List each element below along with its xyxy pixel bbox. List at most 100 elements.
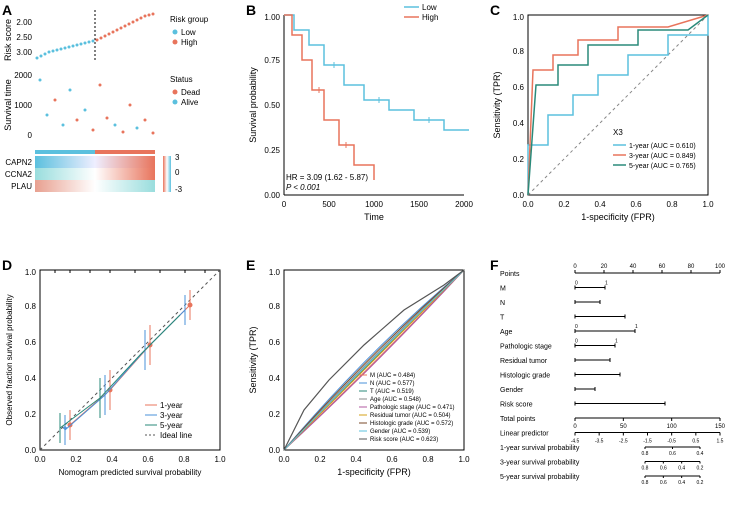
- svg-text:1.0: 1.0: [702, 200, 714, 209]
- svg-text:1.0: 1.0: [513, 13, 525, 22]
- svg-text:0.2: 0.2: [697, 466, 704, 472]
- risk-tick: 2.00: [16, 18, 32, 27]
- svg-text:0.8: 0.8: [269, 302, 281, 311]
- svg-text:50: 50: [620, 424, 627, 430]
- km-high: [284, 15, 374, 180]
- svg-text:1.0: 1.0: [269, 268, 281, 277]
- svg-text:1-specificity (FPR): 1-specificity (FPR): [581, 212, 655, 222]
- svg-text:High: High: [422, 13, 438, 22]
- svg-text:0.0: 0.0: [522, 200, 534, 209]
- svg-text:0: 0: [575, 339, 578, 345]
- svg-text:Sensitivity (TPR): Sensitivity (TPR): [248, 326, 258, 393]
- svg-text:0.6: 0.6: [630, 200, 642, 209]
- heatmap: CAPN2 CCNA2 PLAU 3 0 -3: [5, 150, 183, 194]
- svg-text:0.50: 0.50: [264, 101, 280, 110]
- panel-f: F Points020406080100M01NTAge01Pathologic…: [488, 255, 734, 505]
- svg-text:100: 100: [667, 424, 678, 430]
- svg-text:20: 20: [601, 264, 608, 270]
- svg-text:0.8: 0.8: [25, 302, 37, 311]
- svg-text:0.2: 0.2: [25, 410, 37, 419]
- svg-text:0: 0: [575, 324, 578, 330]
- svg-text:Gender (AUC = 0.539): Gender (AUC = 0.539): [370, 429, 430, 435]
- svg-text:P < 0.001: P < 0.001: [286, 183, 320, 192]
- panel-c: C Sensitivity (TPR) 1-specificity (FPR) …: [488, 0, 734, 250]
- svg-text:0.0: 0.0: [278, 455, 290, 464]
- svg-text:0.6: 0.6: [669, 451, 676, 457]
- svg-text:80: 80: [688, 264, 695, 270]
- svg-text:T (AUC = 0.519): T (AUC = 0.519): [370, 389, 414, 395]
- svg-text:0.4: 0.4: [106, 455, 118, 464]
- svg-text:-3.5: -3.5: [595, 439, 604, 445]
- svg-text:1: 1: [605, 281, 608, 287]
- svg-text:0.8: 0.8: [422, 455, 434, 464]
- svg-text:0.6: 0.6: [660, 466, 667, 472]
- svg-text:5-year (AUC = 0.765): 5-year (AUC = 0.765): [629, 163, 696, 170]
- svg-text:Observed fraction survival pro: Observed fraction survival probability: [5, 294, 14, 425]
- svg-text:Total points: Total points: [500, 416, 536, 423]
- svg-text:5-year survival probability: 5-year survival probability: [500, 474, 580, 481]
- svg-text:0.2: 0.2: [70, 455, 82, 464]
- svg-text:0.5: 0.5: [692, 439, 699, 445]
- svg-text:0.4: 0.4: [594, 200, 606, 209]
- svg-text:M: M: [500, 286, 506, 293]
- svg-text:Residual tumor: Residual tumor: [500, 358, 548, 365]
- svg-text:Histologic grade: Histologic grade: [500, 373, 550, 380]
- svg-text:0.4: 0.4: [678, 466, 685, 472]
- svg-text:0.4: 0.4: [697, 451, 704, 457]
- svg-text:0.6: 0.6: [513, 83, 525, 92]
- surv-ylabel: Survival time: [3, 79, 13, 131]
- svg-text:0.2: 0.2: [513, 155, 525, 164]
- svg-text:0.2: 0.2: [314, 455, 326, 464]
- svg-text:PLAU: PLAU: [11, 182, 32, 191]
- risk-tick: 3.00: [16, 48, 32, 57]
- svg-text:Pathologic stage (AUC = 0.471): Pathologic stage (AUC = 0.471): [370, 405, 455, 411]
- svg-text:Ideal line: Ideal line: [160, 431, 193, 440]
- svg-text:0.6: 0.6: [25, 338, 37, 347]
- svg-text:1500: 1500: [410, 200, 428, 209]
- surv-points: [39, 79, 155, 135]
- risk-legend-high: High: [181, 38, 197, 47]
- svg-text:3-year survival probability: 3-year survival probability: [500, 460, 580, 467]
- svg-text:Sensitivity (TPR): Sensitivity (TPR): [492, 71, 502, 138]
- svg-text:0.8: 0.8: [513, 47, 525, 56]
- svg-text:1000: 1000: [14, 101, 32, 110]
- svg-text:0.2: 0.2: [558, 200, 570, 209]
- svg-text:1.00: 1.00: [264, 13, 280, 22]
- svg-text:60: 60: [659, 264, 666, 270]
- svg-text:0.0: 0.0: [25, 446, 37, 455]
- svg-text:-1.5: -1.5: [643, 439, 652, 445]
- panel-b: B Survival probability Time 0.00 0.25 0.…: [244, 0, 488, 250]
- svg-text:0.8: 0.8: [666, 200, 678, 209]
- risk-low-points: [36, 40, 95, 60]
- svg-text:Histologic grade (AUC = 0.572): Histologic grade (AUC = 0.572): [370, 421, 453, 427]
- svg-text:0.0: 0.0: [34, 455, 46, 464]
- svg-text:1-year survival probability: 1-year survival probability: [500, 445, 580, 452]
- svg-text:3: 3: [175, 153, 180, 162]
- svg-text:0.8: 0.8: [642, 466, 649, 472]
- svg-text:N (AUC = 0.577): N (AUC = 0.577): [370, 381, 415, 387]
- svg-text:0: 0: [175, 168, 180, 177]
- svg-text:2000: 2000: [14, 71, 32, 80]
- status-legend-title: Status: [170, 75, 193, 84]
- svg-text:-0.5: -0.5: [667, 439, 676, 445]
- svg-text:Time: Time: [364, 212, 384, 222]
- svg-text:CCNA2: CCNA2: [5, 170, 33, 179]
- svg-text:Dead: Dead: [181, 88, 200, 97]
- svg-text:Pathologic stage: Pathologic stage: [500, 344, 552, 351]
- svg-text:HR = 3.09 (1.62 - 5.87): HR = 3.09 (1.62 - 5.87): [286, 173, 368, 182]
- svg-text:0: 0: [282, 200, 287, 209]
- svg-text:CAPN2: CAPN2: [5, 158, 32, 167]
- svg-text:Gender: Gender: [500, 387, 524, 394]
- svg-text:0.6: 0.6: [660, 480, 667, 486]
- svg-text:3-year: 3-year: [160, 411, 183, 420]
- svg-text:0: 0: [575, 281, 578, 287]
- risk-legend-low: Low: [181, 28, 196, 37]
- svg-text:0: 0: [573, 424, 577, 430]
- risk-ylabel: Risk score: [3, 19, 13, 61]
- svg-text:0.4: 0.4: [269, 374, 281, 383]
- svg-text:1-year (AUC = 0.610): 1-year (AUC = 0.610): [629, 143, 696, 150]
- svg-text:-2.5: -2.5: [619, 439, 628, 445]
- panel-a-label: A: [2, 2, 12, 18]
- svg-text:0.00: 0.00: [264, 191, 280, 200]
- svg-text:Risk score: Risk score: [500, 402, 533, 409]
